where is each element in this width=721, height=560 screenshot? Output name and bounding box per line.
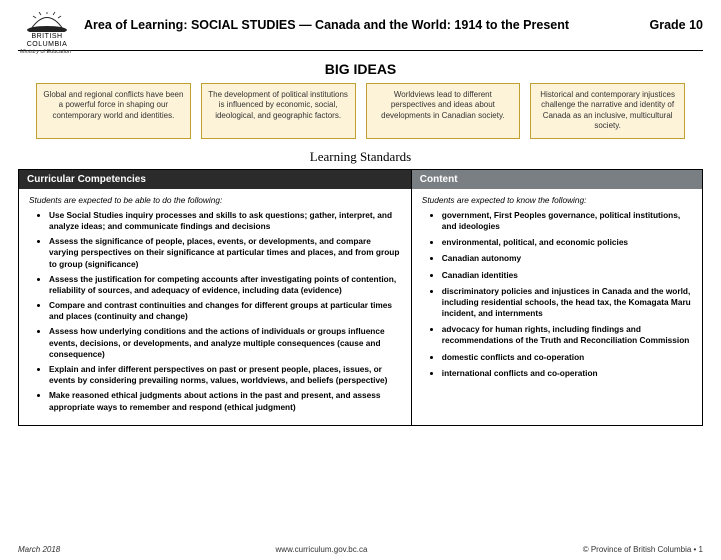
footer-copyright: © Province of British Columbia • 1 [583,545,703,554]
competencies-list: Use Social Studies inquiry processes and… [29,210,401,413]
list-item: Assess the justification for competing a… [49,274,401,296]
list-item: Assess how underlying conditions and the… [49,326,401,360]
list-item: international conflicts and co-operation [442,368,692,379]
content-intro: Students are expected to know the follow… [422,195,692,206]
big-ideas-heading: BIG IDEAS [18,61,703,77]
list-item: advocacy for human rights, including fin… [442,324,692,346]
logo-province-2: COLUMBIA [18,41,76,48]
competencies-header: Curricular Competencies [19,170,411,189]
big-idea-box: Historical and contemporary injustices c… [530,83,685,139]
page-header: BRITISH COLUMBIA Area of Learning: SOCIA… [18,12,703,51]
list-item: Compare and contrast continuities and ch… [49,300,401,322]
list-item: Make reasoned ethical judgments about ac… [49,390,401,412]
content-header: Content [412,170,702,189]
big-idea-box: Worldviews lead to different perspective… [366,83,521,139]
list-item: Canadian autonomy [442,253,692,264]
big-idea-box: The development of political institution… [201,83,356,139]
content-body: Students are expected to know the follow… [412,189,702,392]
logo-province-1: BRITISH [18,33,76,40]
grade-label: Grade 10 [649,18,703,32]
big-idea-box: Global and regional conflicts have been … [36,83,191,139]
bc-sun-logo-icon [25,12,69,32]
content-list: government, First Peoples governance, po… [422,210,692,379]
area-of-learning-title: Area of Learning: SOCIAL STUDIES — Canad… [84,18,569,32]
footer-date: March 2018 [18,545,60,554]
list-item: Explain and infer different perspectives… [49,364,401,386]
list-item: Use Social Studies inquiry processes and… [49,210,401,232]
ministry-label: Ministry of Education [20,49,703,55]
footer-url: www.curriculum.gov.bc.ca [276,545,368,554]
standards-table: Curricular Competencies Students are exp… [18,169,703,426]
learning-standards-heading: Learning Standards [18,149,703,165]
list-item: environmental, political, and economic p… [442,237,692,248]
content-column: Content Students are expected to know th… [412,170,702,425]
page-footer: March 2018 www.curriculum.gov.bc.ca © Pr… [18,545,703,554]
big-ideas-row: Global and regional conflicts have been … [18,83,703,139]
competencies-intro: Students are expected to be able to do t… [29,195,401,206]
competencies-column: Curricular Competencies Students are exp… [19,170,412,425]
list-item: discriminatory policies and injustices i… [442,286,692,320]
title-block: Area of Learning: SOCIAL STUDIES — Canad… [84,12,703,32]
competencies-body: Students are expected to be able to do t… [19,189,411,425]
list-item: Canadian identities [442,270,692,281]
list-item: government, First Peoples governance, po… [442,210,692,232]
list-item: Assess the significance of people, place… [49,236,401,270]
list-item: domestic conflicts and co-operation [442,352,692,363]
bc-logo-block: BRITISH COLUMBIA [18,12,76,48]
